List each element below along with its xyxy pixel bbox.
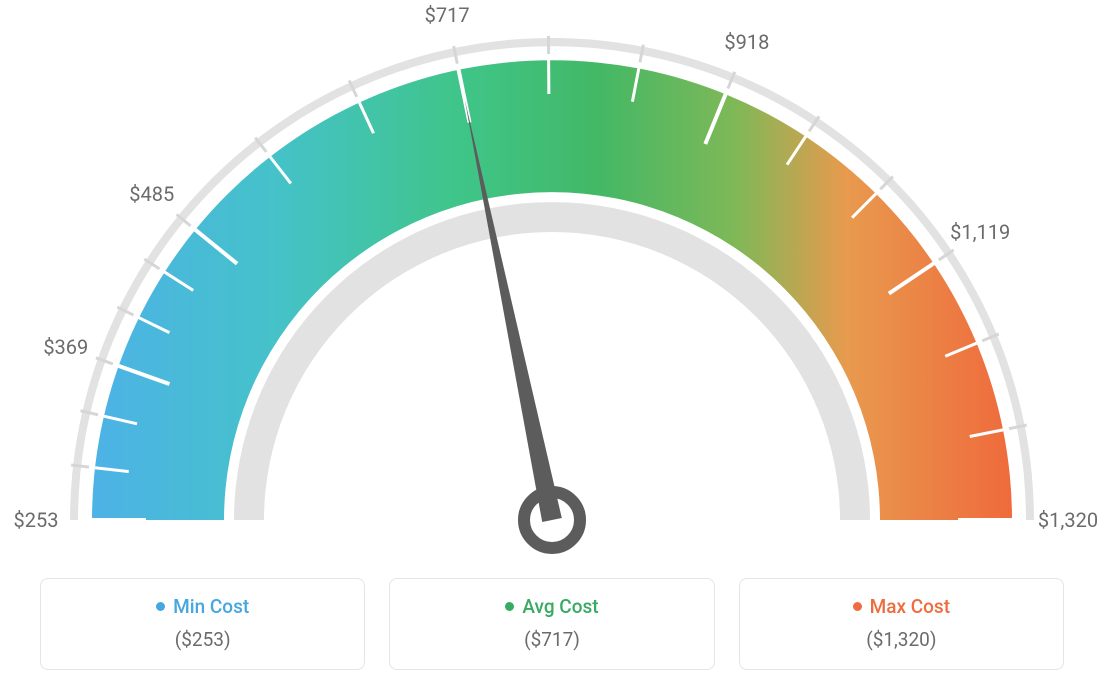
legend-row: Min Cost ($253) Avg Cost ($717) Max Cost… [0, 578, 1104, 670]
legend-card-min: Min Cost ($253) [40, 578, 365, 670]
gauge-tick-label: $717 [425, 3, 470, 27]
legend-title-min: Min Cost [156, 595, 249, 618]
gauge-tick-label: $1,119 [950, 220, 1010, 244]
legend-title-label: Min Cost [173, 595, 249, 618]
dot-icon [505, 602, 514, 611]
legend-title-label: Max Cost [870, 595, 950, 618]
gauge-tick-label: $485 [129, 182, 174, 206]
legend-card-avg: Avg Cost ($717) [389, 578, 714, 670]
legend-value-max: ($1,320) [760, 628, 1043, 651]
legend-value-min: ($253) [61, 628, 344, 651]
dot-icon [156, 602, 165, 611]
gauge-chart: $253 $369 $485 $717 $918 $1,119 $1,320 [0, 0, 1104, 560]
gauge-tick-label: $369 [43, 335, 88, 359]
gauge-tick-label: $253 [14, 508, 59, 532]
legend-value-avg: ($717) [410, 628, 693, 651]
gauge-tick-label: $918 [724, 30, 769, 54]
gauge-svg [0, 0, 1104, 560]
legend-title-max: Max Cost [853, 595, 950, 618]
legend-card-max: Max Cost ($1,320) [739, 578, 1064, 670]
legend-title-avg: Avg Cost [505, 595, 598, 618]
dot-icon [853, 602, 862, 611]
legend-title-label: Avg Cost [522, 595, 598, 618]
gauge-tick-label: $1,320 [1038, 508, 1098, 532]
